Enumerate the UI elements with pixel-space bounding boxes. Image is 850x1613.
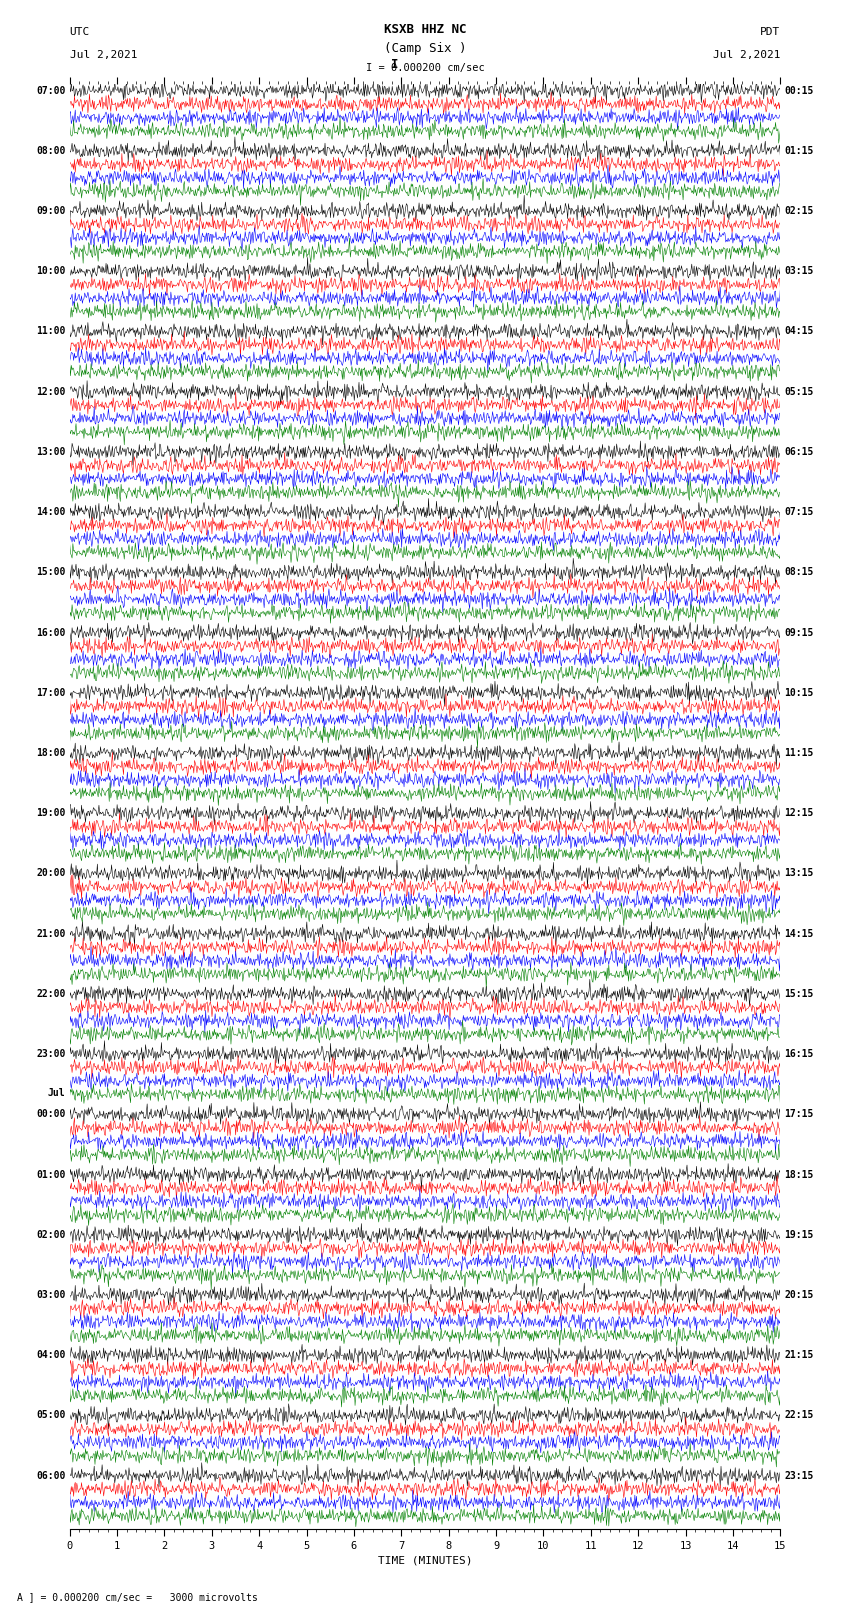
Text: 07:00: 07:00 <box>36 85 65 95</box>
Text: 12:15: 12:15 <box>785 808 814 818</box>
Text: 19:15: 19:15 <box>785 1229 814 1240</box>
Text: 23:00: 23:00 <box>36 1048 65 1060</box>
Text: 04:15: 04:15 <box>785 326 814 337</box>
Text: 14:15: 14:15 <box>785 929 814 939</box>
Text: 00:00: 00:00 <box>36 1110 65 1119</box>
Text: 11:15: 11:15 <box>785 748 814 758</box>
Text: I: I <box>392 58 399 71</box>
Text: 02:00: 02:00 <box>36 1229 65 1240</box>
Text: 18:00: 18:00 <box>36 748 65 758</box>
Text: 17:15: 17:15 <box>785 1110 814 1119</box>
Text: 16:15: 16:15 <box>785 1048 814 1060</box>
Text: 08:15: 08:15 <box>785 568 814 577</box>
Text: 15:00: 15:00 <box>36 568 65 577</box>
Text: 13:15: 13:15 <box>785 868 814 879</box>
Text: 01:15: 01:15 <box>785 145 814 156</box>
Text: 09:00: 09:00 <box>36 206 65 216</box>
Text: 22:00: 22:00 <box>36 989 65 998</box>
Text: UTC: UTC <box>70 27 90 37</box>
Text: PDT: PDT <box>760 27 780 37</box>
Text: 08:00: 08:00 <box>36 145 65 156</box>
Text: 06:00: 06:00 <box>36 1471 65 1481</box>
Text: 17:00: 17:00 <box>36 687 65 698</box>
X-axis label: TIME (MINUTES): TIME (MINUTES) <box>377 1555 473 1565</box>
Text: 20:15: 20:15 <box>785 1290 814 1300</box>
Text: 01:00: 01:00 <box>36 1169 65 1179</box>
Text: 05:15: 05:15 <box>785 387 814 397</box>
Text: 03:00: 03:00 <box>36 1290 65 1300</box>
Text: 19:00: 19:00 <box>36 808 65 818</box>
Text: 09:15: 09:15 <box>785 627 814 637</box>
Text: 14:00: 14:00 <box>36 506 65 518</box>
Text: 03:15: 03:15 <box>785 266 814 276</box>
Text: 21:00: 21:00 <box>36 929 65 939</box>
Text: Jul: Jul <box>48 1089 65 1098</box>
Text: 04:00: 04:00 <box>36 1350 65 1360</box>
Text: Jul 2,2021: Jul 2,2021 <box>70 50 137 60</box>
Text: 18:15: 18:15 <box>785 1169 814 1179</box>
Text: 02:15: 02:15 <box>785 206 814 216</box>
Text: 13:00: 13:00 <box>36 447 65 456</box>
Text: 20:00: 20:00 <box>36 868 65 879</box>
Text: 15:15: 15:15 <box>785 989 814 998</box>
Text: 10:00: 10:00 <box>36 266 65 276</box>
Text: 16:00: 16:00 <box>36 627 65 637</box>
Text: (Camp Six ): (Camp Six ) <box>383 42 467 55</box>
Text: 11:00: 11:00 <box>36 326 65 337</box>
Text: 23:15: 23:15 <box>785 1471 814 1481</box>
Text: 10:15: 10:15 <box>785 687 814 698</box>
Text: KSXB HHZ NC: KSXB HHZ NC <box>383 23 467 35</box>
Text: 07:15: 07:15 <box>785 506 814 518</box>
Text: 22:15: 22:15 <box>785 1410 814 1421</box>
Text: I = 0.000200 cm/sec: I = 0.000200 cm/sec <box>366 63 484 73</box>
Text: 05:00: 05:00 <box>36 1410 65 1421</box>
Text: Jul 2,2021: Jul 2,2021 <box>713 50 780 60</box>
Text: 06:15: 06:15 <box>785 447 814 456</box>
Text: 21:15: 21:15 <box>785 1350 814 1360</box>
Text: A ] = 0.000200 cm/sec =   3000 microvolts: A ] = 0.000200 cm/sec = 3000 microvolts <box>17 1592 258 1602</box>
Text: 12:00: 12:00 <box>36 387 65 397</box>
Text: 00:15: 00:15 <box>785 85 814 95</box>
